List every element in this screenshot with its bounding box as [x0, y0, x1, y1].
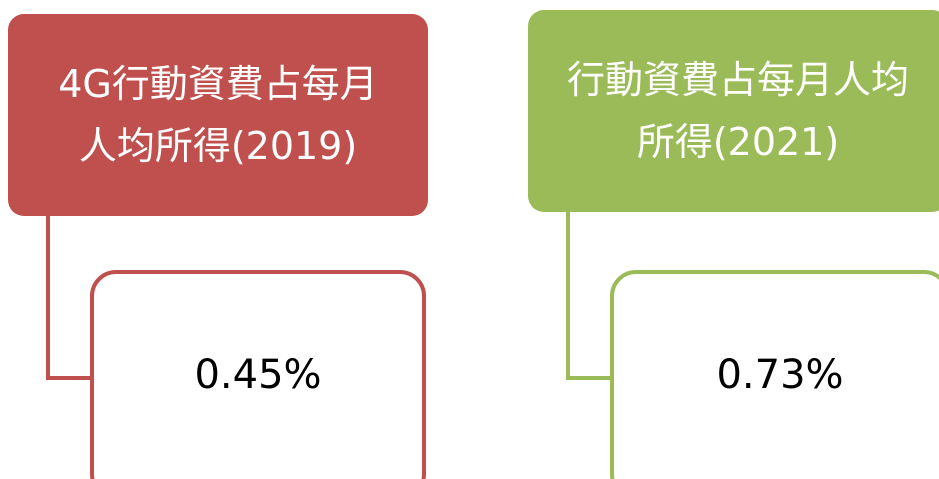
parent-label: 人均所得(2019) — [78, 124, 358, 168]
connector — [46, 376, 92, 380]
parent-label: 行動資費占每月人均 — [566, 58, 909, 102]
child-box: 0.73% — [610, 270, 939, 479]
connector — [566, 212, 570, 380]
parent-label: 4G行動資費占每月 — [58, 62, 378, 106]
parent-box: 行動資費占每月人均 所得(2021) — [528, 10, 939, 212]
parent-label: 所得(2021) — [636, 120, 840, 164]
connector — [46, 216, 50, 380]
connector — [566, 376, 612, 380]
parent-box: 4G行動資費占每月 人均所得(2019) — [8, 14, 428, 216]
child-box: 0.45% — [90, 270, 426, 479]
